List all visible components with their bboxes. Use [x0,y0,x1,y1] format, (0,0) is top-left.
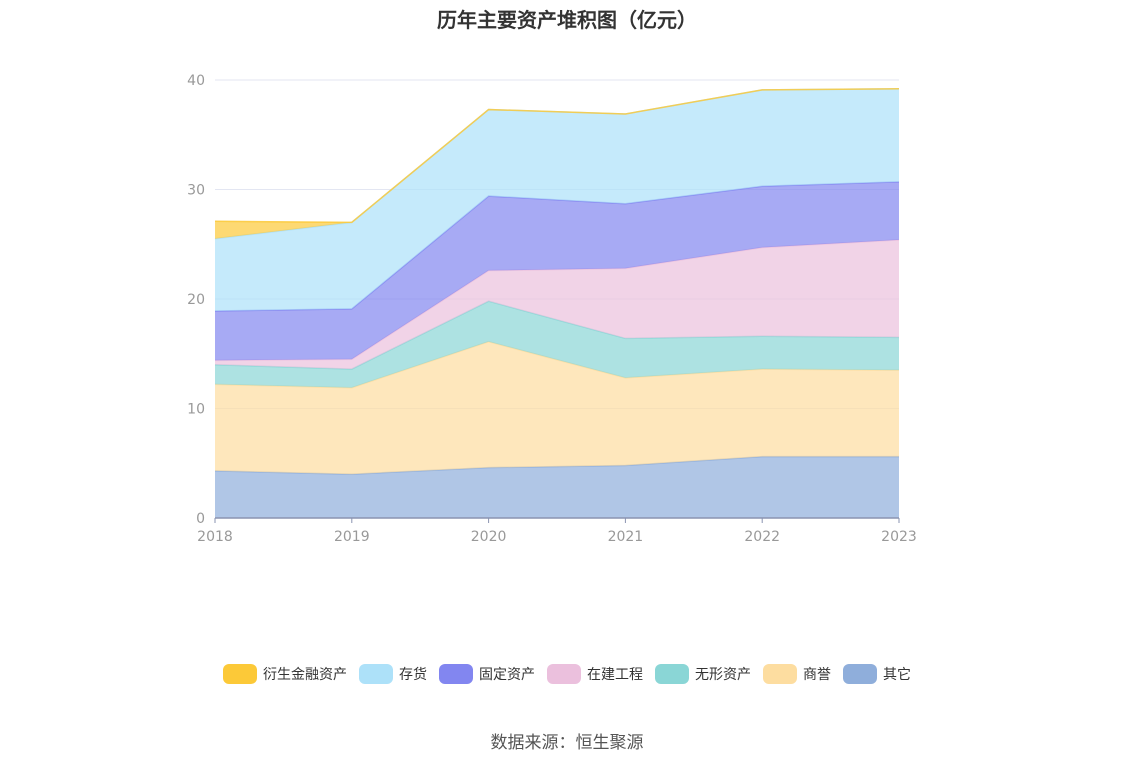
y-tick-label: 20 [187,292,205,308]
legend-item[interactable]: 商誉 [763,664,831,684]
legend-swatch [359,664,393,684]
legend-swatch [223,664,257,684]
area-其它 [215,456,899,518]
chart-title: 历年主要资产堆积图（亿元） [437,8,697,32]
legend-label: 无形资产 [695,667,751,683]
area-衍生金融资产 [215,88,899,239]
x-tick-label: 2019 [334,529,370,545]
y-tick-label: 40 [187,73,205,89]
legend-label: 商誉 [803,667,831,683]
area-商誉 [215,341,899,475]
legend-swatch [843,664,877,684]
legend-item[interactable]: 无形资产 [655,664,751,684]
y-tick-label: 30 [187,183,205,199]
legend-swatch [547,664,581,684]
chart-legend: 衍生金融资产 存货 固定资产 在建工程 无形资产 商誉 其它 [0,664,1134,684]
legend-item[interactable]: 存货 [359,664,427,684]
area-line-衍生金融资产 [214,88,900,224]
x-tick-label: 2023 [881,529,917,545]
x-tick-label: 2020 [471,529,507,545]
y-tick-label: 0 [196,511,205,527]
legend-label: 在建工程 [587,667,643,683]
y-tick-label: 10 [187,402,205,418]
legend-item[interactable]: 衍生金融资产 [223,664,347,684]
x-tick-label: 2021 [608,529,644,545]
area-固定资产 [215,181,899,361]
x-tick-label: 2022 [744,529,780,545]
area-在建工程 [215,239,899,370]
legend-item[interactable]: 固定资产 [439,664,535,684]
legend-item[interactable]: 其它 [843,664,911,684]
legend-item[interactable]: 在建工程 [547,664,643,684]
x-tick-label: 2018 [197,529,233,545]
legend-swatch [655,664,689,684]
stacked-area-chart: 0 10 20 30 40 2018 2019 2020 2021 2022 2023 [187,73,917,545]
area-存货 [215,88,899,312]
legend-label: 衍生金融资产 [263,667,347,683]
legend-swatch [439,664,473,684]
legend-label: 固定资产 [479,667,535,683]
legend-swatch [763,664,797,684]
legend-label: 存货 [399,667,427,683]
legend-label: 其它 [883,667,911,683]
area-无形资产 [215,301,899,388]
data-source: 数据来源：恒生聚源 [490,733,644,753]
